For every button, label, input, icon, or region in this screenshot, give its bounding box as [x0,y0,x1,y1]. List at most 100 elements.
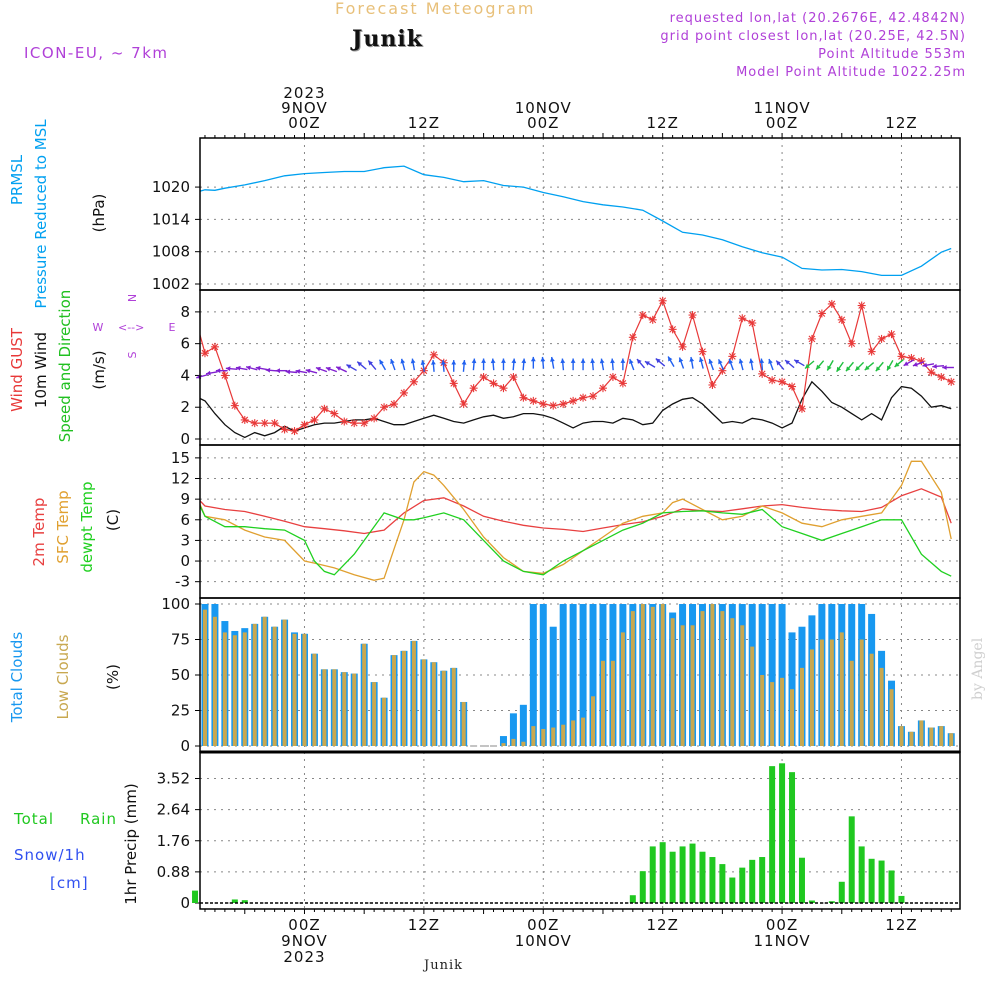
gust-marker-d2 [679,343,686,351]
wind-arrow-head [235,365,241,371]
gust-marker [390,400,399,409]
low-cloud-bar [710,604,715,746]
low-cloud-bar [242,632,247,746]
wind-arrow-head [768,359,773,364]
wind-unit-label: (m/s) [90,350,108,389]
wind-arrow-head [410,358,416,364]
low-cloud-bar [869,653,874,746]
gust-marker [658,296,667,305]
total-cloud-bar [579,604,587,746]
rain-bar [729,877,736,903]
top-time-label: 12Z [885,114,917,132]
low-cloud-bar [252,623,257,746]
y-tick-label: 6 [180,511,190,529]
gust-marker-d2 [778,378,786,386]
gust-marker [270,419,279,428]
wind-arrow-head [678,357,684,363]
low-cloud-bar [222,632,227,746]
gust-marker [618,379,627,388]
gust-marker [927,368,936,377]
rain-bar [898,895,905,903]
wind-arrow-head [265,367,271,373]
gust-marker [380,403,389,412]
gust-marker [628,333,637,342]
wind-arrow-head [346,364,352,369]
rain-bar [649,846,656,903]
gust-marker [210,342,219,351]
gust-marker-d2 [350,419,358,427]
rain-bar [828,901,835,903]
y-tick-label: 0 [180,552,190,570]
wind-arrow-head [864,365,870,371]
gust-marker [549,401,558,410]
bottom-time-label: 9NOV [281,932,328,950]
wind-arrow-head [875,366,881,372]
wind-arrow-head [590,358,596,364]
bottom-time-label: 12Z [408,916,440,934]
low-cloud-bar [282,619,287,746]
rain-bar [231,899,238,903]
bottom-time-label: 00Z [527,916,559,934]
gust-marker [648,315,657,324]
y-tick-label: 9 [180,490,190,508]
wind-arrow-head [922,362,928,368]
total-cloud-bar [499,736,507,746]
gust-marker [360,419,369,428]
wind-arrow-head [325,366,331,372]
rain-bar [241,900,248,903]
low-cloud-bar [451,667,456,746]
wind-arrow-head [836,366,842,372]
wind-arrow-head [560,358,566,364]
wind-arrow-head [530,356,536,362]
y-tick-label: 1002 [152,275,190,293]
low-cloud-bar [919,720,924,746]
gust-marker-d2 [430,351,438,359]
wind-arrow-head [336,366,342,371]
wind-arrow-head [794,359,800,365]
wind-arrow-head [315,366,321,372]
wind-arrow-head [620,358,626,363]
gust-marker-d2 [579,394,587,402]
gust-marker [290,427,299,436]
gust-marker-d2 [340,418,348,425]
y-tick-label: 2 [180,398,190,416]
total-cloud-bar [539,604,547,746]
gust-marker [519,393,528,402]
low-cloud-bar [740,625,745,746]
rain-bar [759,857,766,903]
rain-bar [689,843,696,903]
wind-arrow-head [845,366,851,372]
y-tick-label: 12 [171,470,190,488]
wind-arrow-head [511,358,517,364]
wind-arrow-head [521,358,527,364]
low-cloud-bar [809,649,814,746]
bottom-time-label: 00Z [766,916,798,934]
gust-marker [708,380,717,389]
low-cloud-bar [720,611,725,746]
wind-arrow-head [540,356,546,362]
wind-arrow-head [431,360,436,365]
gust-marker-d2 [848,340,856,348]
low-cloud-bar [640,604,645,746]
gust-marker [887,330,896,339]
wind-arrow-head [668,356,673,362]
gust-marker-d2 [689,311,696,319]
wind-arrow-head [759,358,765,364]
gust-marker [678,342,687,351]
wind-arrow-head [215,368,221,374]
rain-bar [789,772,796,903]
wind-arrow-head [368,360,373,366]
low-cloud-bar [441,670,446,746]
wind-arrow-head [400,358,406,364]
gust-marker [947,377,956,386]
gust-marker-d2 [878,335,885,343]
low-cloud-bar [799,667,804,746]
gust-marker [310,415,319,424]
gust-marker-d2 [360,419,368,427]
low-cloud-bar [392,655,397,746]
wind-arrow-head [599,358,605,364]
bottom-time-label: 12Z [885,916,917,934]
gust-marker-d2 [330,410,338,417]
gust-marker-d2 [649,316,657,324]
pressure-line [200,165,952,277]
